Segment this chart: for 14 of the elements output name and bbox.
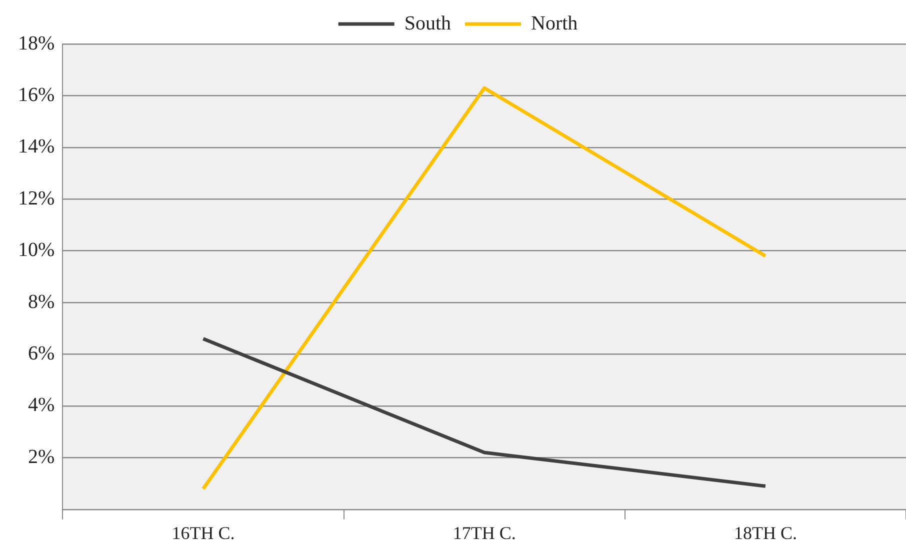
x-tick-label: 17TH C. [452, 522, 516, 543]
y-tick-label: 8% [28, 290, 55, 313]
y-tick-label: 16% [18, 84, 55, 106]
legend-label: South [404, 12, 452, 34]
x-tick-label: 18TH C. [734, 522, 797, 543]
y-tick-label: 14% [18, 136, 55, 158]
y-tick-label: 2% [28, 446, 55, 468]
y-tick-label: 12% [18, 187, 55, 210]
y-tick-label: 4% [28, 394, 55, 416]
y-tick-label: 18% [18, 32, 55, 54]
y-tick-label: 6% [28, 342, 55, 365]
legend-label: North [531, 12, 578, 34]
y-tick-label: 10% [18, 239, 55, 262]
x-tick-label: 16TH C. [172, 522, 235, 543]
